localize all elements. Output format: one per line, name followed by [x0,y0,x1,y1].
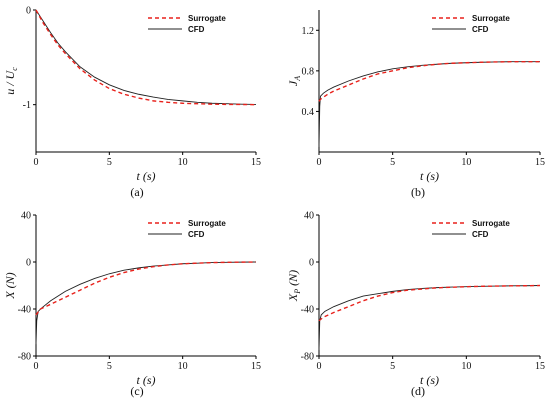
x-tick-label: 15 [251,361,261,372]
legend-label-cfd: CFD [472,25,489,34]
panel-label: (c) [130,384,143,398]
y-tick-label: -40 [18,305,31,316]
y-tick-label: 1.2 [302,26,315,37]
y-tick-label: 0.4 [302,107,315,118]
x-tick-label: 5 [107,157,112,168]
legend-label-surrogate: Surrogate [188,219,226,228]
legend-label-surrogate: Surrogate [188,14,226,23]
y-tick-label: 0.8 [302,66,315,77]
x-tick-label: 15 [535,157,545,168]
x-tick-label: 0 [34,157,39,168]
y-tick-label: 0 [26,258,31,269]
x-tick-label: 0 [317,361,322,372]
panel-label: (a) [130,185,143,199]
x-tick-label: 0 [34,361,39,372]
x-tick-label: 5 [390,157,395,168]
series-line-cfd [318,285,541,351]
y-tick-label: -1 [23,100,31,111]
y-axis-label: X (N) [3,272,17,299]
series-line-surrogate [35,261,257,316]
y-tick-label: 40 [21,211,31,222]
x-tick-label: 10 [178,361,188,372]
x-axis-label: t (s) [137,373,156,387]
y-axis-label: JA [286,76,302,86]
legend-label-cfd: CFD [188,25,205,34]
chart-panel-1: 0 5 10 15 0 -1 t (s) u / Uc Surrogate CFD (a) [3,6,261,200]
y-tick-label: 0 [309,258,314,269]
y-axis-label: u / Uc [3,67,19,95]
x-tick-label: 0 [317,157,322,168]
x-tick-label: 10 [461,361,471,372]
legend-label-surrogate: Surrogate [472,14,510,23]
series-line-cfd [318,61,540,147]
y-tick-label: 0 [26,6,31,17]
series-line-surrogate [318,284,541,322]
x-tick-label: 5 [107,361,112,372]
series-line-surrogate [35,9,257,106]
x-tick-label: 15 [535,361,545,372]
chart-panel-3: 0 5 10 15 40 0 -40 -80 t (s) X (N) Surrogate CFD (c) [3,211,261,399]
series-line-surrogate [318,61,540,102]
legend-label-cfd: CFD [472,230,489,239]
series-line-cfd [35,261,257,345]
x-tick-label: 15 [251,157,261,168]
panel-label: (d) [411,384,425,398]
x-axis-label: t (s) [137,169,156,183]
legend-label-surrogate: Surrogate [472,219,510,228]
chart-panel-2: 0 5 10 15 1.2 0.8 0.4 t (s) JA Surrogate CFD (b) [286,10,545,199]
y-tick-label: -40 [301,305,314,316]
y-axis-label: XP (N) [286,270,302,302]
x-axis-label: t (s) [420,373,439,387]
panel-label: (b) [411,185,425,199]
y-tick-label: 40 [304,211,314,222]
chart-panel-4: 0 5 10 15 40 0 -40 -80 t (s) XP (N) Surrogate CFD (d… [286,211,545,399]
x-axis-label: t (s) [420,169,439,183]
y-tick-label: -80 [301,352,314,363]
x-tick-label: 10 [178,157,188,168]
x-tick-label: 5 [390,361,395,372]
series-line-cfd [35,9,257,105]
y-tick-label: -80 [18,352,31,363]
legend-label-cfd: CFD [188,230,205,239]
x-tick-label: 10 [461,157,471,168]
